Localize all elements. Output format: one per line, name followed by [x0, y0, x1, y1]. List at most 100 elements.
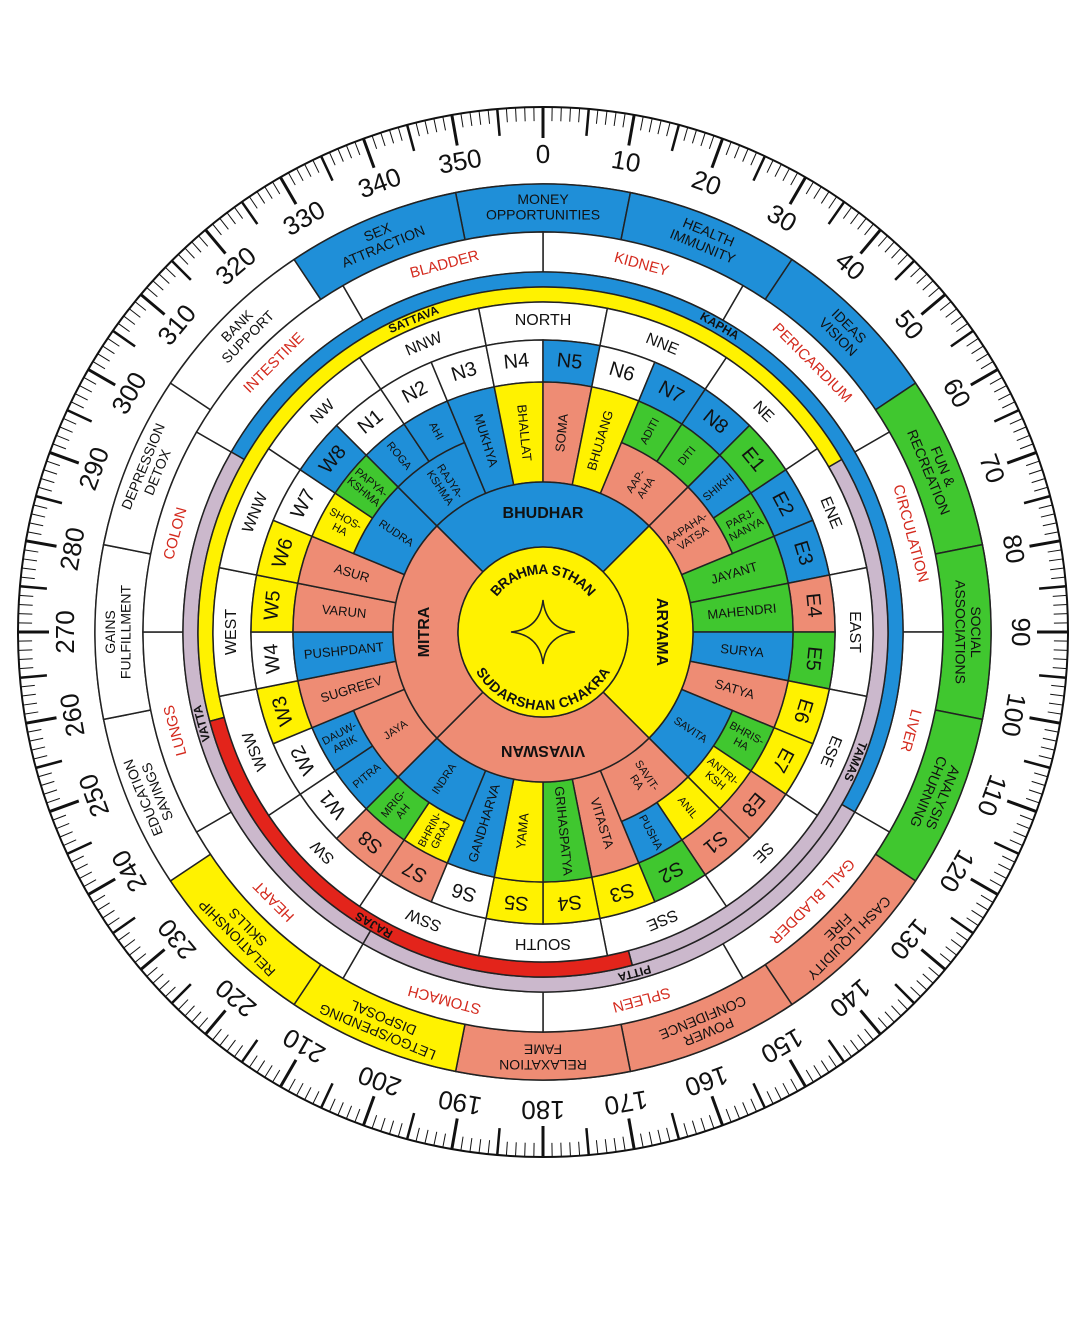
zone-label: OPPORTUNITIES: [486, 206, 600, 222]
minor-tick: [750, 1098, 757, 1112]
minor-tick: [345, 145, 353, 159]
minor-tick: [249, 196, 258, 209]
minor-tick: [971, 345, 984, 355]
minor-tick: [1028, 469, 1043, 475]
minor-tick: [842, 206, 852, 219]
minor-tick: [219, 217, 229, 230]
minor-tick: [742, 148, 749, 162]
minor-tick: [971, 909, 984, 919]
degree-tick: [204, 228, 227, 255]
minor-tick: [813, 186, 822, 199]
minor-tick: [1025, 460, 1040, 467]
minor-tick: [319, 1082, 334, 1109]
minor-tick: [79, 871, 93, 879]
minor-tick: [226, 212, 236, 225]
minor-tick: [976, 353, 989, 362]
minor-tick: [640, 1133, 644, 1148]
minor-tick: [515, 107, 517, 122]
minor-tick: [1051, 576, 1066, 580]
minor-tick: [123, 315, 136, 325]
minor-tick: [212, 223, 222, 236]
minor-tick: [1050, 567, 1065, 571]
degree-tick: [25, 539, 57, 548]
minor-tick: [21, 567, 36, 571]
minor-tick: [1053, 604, 1068, 606]
minor-tick: [134, 301, 147, 311]
degree-tick: [279, 1059, 298, 1088]
minor-tick: [1038, 584, 1067, 590]
minor-tick: [916, 980, 928, 991]
degree-label: 100: [995, 691, 1032, 739]
pada-label: N4: [503, 349, 531, 373]
minor-tick: [164, 986, 176, 998]
minor-tick: [66, 408, 93, 423]
minor-tick: [752, 1082, 767, 1109]
degree-tick: [627, 114, 636, 146]
minor-tick: [433, 1131, 438, 1146]
minor-tick: [240, 201, 259, 225]
degree-tick: [49, 451, 80, 465]
degree-label: 270: [50, 610, 80, 653]
minor-tick: [18, 604, 33, 606]
minor-tick: [170, 259, 192, 281]
minor-tick: [733, 145, 741, 159]
minor-tick: [31, 746, 46, 751]
minor-tick: [70, 401, 84, 409]
minor-tick: [123, 939, 136, 949]
minor-tick: [92, 894, 106, 903]
minor-tick: [460, 1136, 464, 1151]
minor-tick: [877, 1017, 888, 1029]
minor-tick: [897, 999, 909, 1011]
outer-devta-label: VARUN: [321, 602, 367, 621]
minor-tick: [850, 1039, 860, 1052]
minor-tick: [79, 385, 93, 393]
minor-tick: [234, 206, 244, 219]
brahma-sthan: [457, 546, 629, 718]
minor-tick: [998, 863, 1012, 871]
minor-tick: [83, 377, 97, 385]
minor-tick: [19, 667, 34, 670]
minor-tick: [993, 871, 1007, 879]
minor-tick: [38, 486, 52, 492]
minor-tick: [389, 129, 395, 144]
minor-tick: [891, 247, 902, 259]
minor-tick: [92, 361, 106, 370]
minor-tick: [666, 1127, 671, 1142]
minor-tick: [469, 112, 473, 127]
minor-tick: [354, 1108, 361, 1123]
minor-tick: [128, 308, 141, 318]
minor-tick: [820, 191, 830, 204]
minor-tick: [666, 122, 671, 137]
minor-tick: [1019, 443, 1034, 450]
minor-tick: [63, 418, 77, 425]
minor-tick: [1031, 780, 1046, 786]
minor-tick: [827, 201, 846, 225]
pada-label: N5: [556, 349, 584, 373]
minor-tick: [950, 916, 974, 935]
minor-tick: [813, 1065, 822, 1078]
minor-tick: [397, 1123, 403, 1137]
minor-tick: [657, 1129, 662, 1144]
minor-tick: [312, 1091, 320, 1105]
minor-tick: [708, 1114, 715, 1129]
pada-label: E4: [801, 592, 825, 619]
minor-tick: [117, 931, 130, 941]
minor-tick: [304, 163, 312, 177]
degree-tick: [1006, 451, 1037, 465]
minor-tick: [177, 253, 189, 265]
degree-tick: [49, 799, 80, 813]
minor-tick: [319, 155, 334, 182]
minor-tick: [312, 159, 320, 173]
minor-tick: [827, 1039, 846, 1063]
minor-tick: [569, 107, 571, 122]
minor-tick: [1038, 755, 1053, 760]
minor-tick: [296, 168, 304, 182]
minor-tick: [23, 558, 38, 562]
degree-tick: [450, 1118, 459, 1150]
minor-tick: [18, 658, 33, 660]
minor-tick: [1051, 684, 1066, 688]
minor-tick: [158, 980, 170, 991]
minor-tick: [1052, 667, 1067, 670]
minor-tick: [670, 1112, 681, 1140]
minor-tick: [112, 329, 136, 348]
